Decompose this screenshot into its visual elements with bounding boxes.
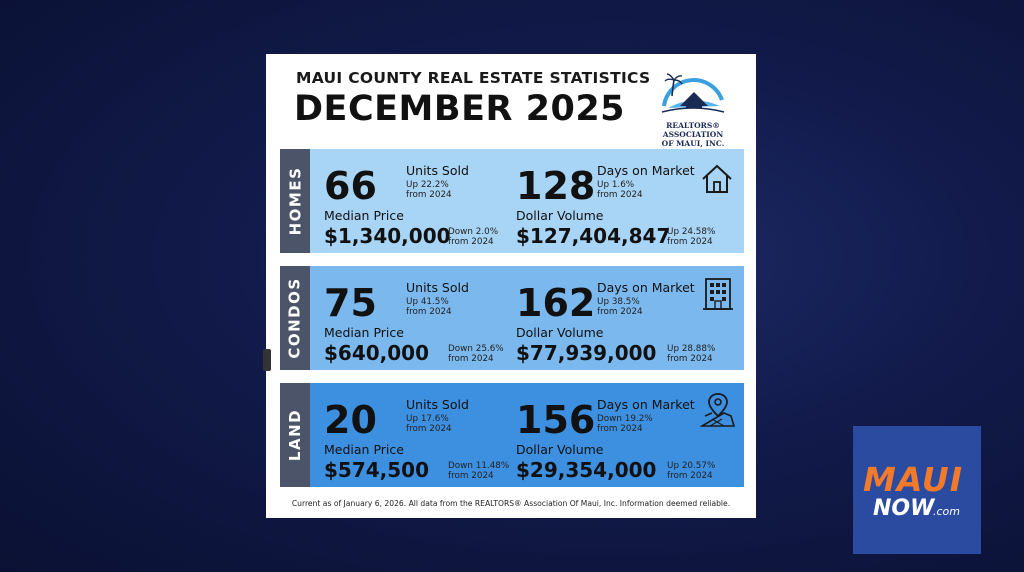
footer-disclaimer: Current as of January 6, 2026. All data …: [291, 499, 731, 508]
maui-now-logo: MAUI NOW .com: [853, 426, 981, 554]
median-price-value: $640,000: [324, 341, 430, 365]
median-price-change: Down 11.48%: [448, 461, 510, 471]
days-on-market-from: from 2024: [597, 307, 643, 317]
section-body: 75 Units Sold Up 41.5% from 2024 162 Day…: [310, 266, 744, 370]
dollar-volume-value: $29,354,000: [516, 458, 657, 482]
median-price-from: from 2024: [448, 354, 494, 364]
dollar-volume-from: from 2024: [667, 354, 713, 364]
house-icon: [702, 164, 732, 193]
section-homes: HOMES 66 Units Sold Up 22.2% from 2024 1…: [280, 149, 744, 253]
section-land: LAND 20 Units Sold Up 17.6% from 2024 15…: [280, 383, 744, 487]
dollar-volume-change: Up 24.58%: [667, 227, 716, 237]
map-pin-icon: [700, 393, 736, 427]
dollar-volume-change: Up 28.88%: [667, 344, 716, 354]
realtors-association-logo: REALTORS® ASSOCIATION OF MAUI, INC.: [638, 66, 748, 148]
units-sold-change: Up 41.5%: [406, 297, 449, 307]
units-sold-from: from 2024: [406, 307, 452, 317]
logo-mark-icon: [661, 73, 725, 113]
dollar-volume-value: $77,939,000: [516, 341, 657, 365]
dollar-volume-label: Dollar Volume: [516, 442, 604, 457]
card-subtitle: MAUI COUNTY REAL ESTATE STATISTICS: [296, 69, 651, 87]
brand-maui-text: MAUI: [863, 460, 963, 499]
units-sold-from: from 2024: [406, 190, 452, 200]
days-on-market-label: Days on Market: [597, 280, 695, 295]
days-on-market-value: 128: [516, 164, 596, 208]
median-price-from: from 2024: [448, 471, 494, 481]
card-side-handle: [263, 349, 271, 371]
section-condos: CONDOS 75 Units Sold Up 41.5% from 2024 …: [280, 266, 744, 370]
median-price-change: Down 2.0%: [448, 227, 499, 237]
days-on-market-value: 156: [516, 398, 596, 442]
median-price-label: Median Price: [324, 325, 404, 340]
median-price-from: from 2024: [448, 237, 494, 247]
brand-now-text: NOW: [873, 496, 935, 521]
section-label: HOMES: [280, 149, 310, 253]
dollar-volume-label: Dollar Volume: [516, 208, 604, 223]
units-sold-change: Up 17.6%: [406, 414, 449, 424]
logo-text: REALTORS® ASSOCIATION OF MAUI, INC.: [661, 121, 725, 148]
median-price-change: Down 25.6%: [448, 344, 504, 354]
units-sold-label: Units Sold: [406, 163, 469, 178]
days-on-market-value: 162: [516, 281, 596, 325]
units-sold-label: Units Sold: [406, 397, 469, 412]
dollar-volume-value: $127,404,847: [516, 224, 671, 248]
units-sold-from: from 2024: [406, 424, 452, 434]
days-on-market-change: Down 19.2%: [597, 414, 653, 424]
section-body: 66 Units Sold Up 22.2% from 2024 128 Day…: [310, 149, 744, 253]
section-body: 20 Units Sold Up 17.6% from 2024 156 Day…: [310, 383, 744, 487]
stats-card: MAUI COUNTY REAL ESTATE STATISTICS DECEM…: [266, 54, 756, 518]
median-price-value: $1,340,000: [324, 224, 451, 248]
median-price-value: $574,500: [324, 458, 430, 482]
section-label: LAND: [280, 383, 310, 487]
median-price-label: Median Price: [324, 442, 404, 457]
units-sold-value: 20: [324, 398, 377, 442]
days-on-market-label: Days on Market: [597, 163, 695, 178]
median-price-label: Median Price: [324, 208, 404, 223]
condo-building-icon: [703, 278, 733, 310]
brand-com-text: .com: [933, 505, 960, 518]
units-sold-label: Units Sold: [406, 280, 469, 295]
days-on-market-change: Up 1.6%: [597, 180, 635, 190]
days-on-market-change: Up 38.5%: [597, 297, 640, 307]
units-sold-change: Up 22.2%: [406, 180, 449, 190]
section-label: CONDOS: [280, 266, 310, 370]
dollar-volume-change: Up 20.57%: [667, 461, 716, 471]
dollar-volume-label: Dollar Volume: [516, 325, 604, 340]
days-on-market-from: from 2024: [597, 424, 643, 434]
dollar-volume-from: from 2024: [667, 471, 713, 481]
days-on-market-label: Days on Market: [597, 397, 695, 412]
days-on-market-from: from 2024: [597, 190, 643, 200]
units-sold-value: 66: [324, 164, 377, 208]
card-title: DECEMBER 2025: [294, 89, 626, 129]
dollar-volume-from: from 2024: [667, 237, 713, 247]
units-sold-value: 75: [324, 281, 377, 325]
